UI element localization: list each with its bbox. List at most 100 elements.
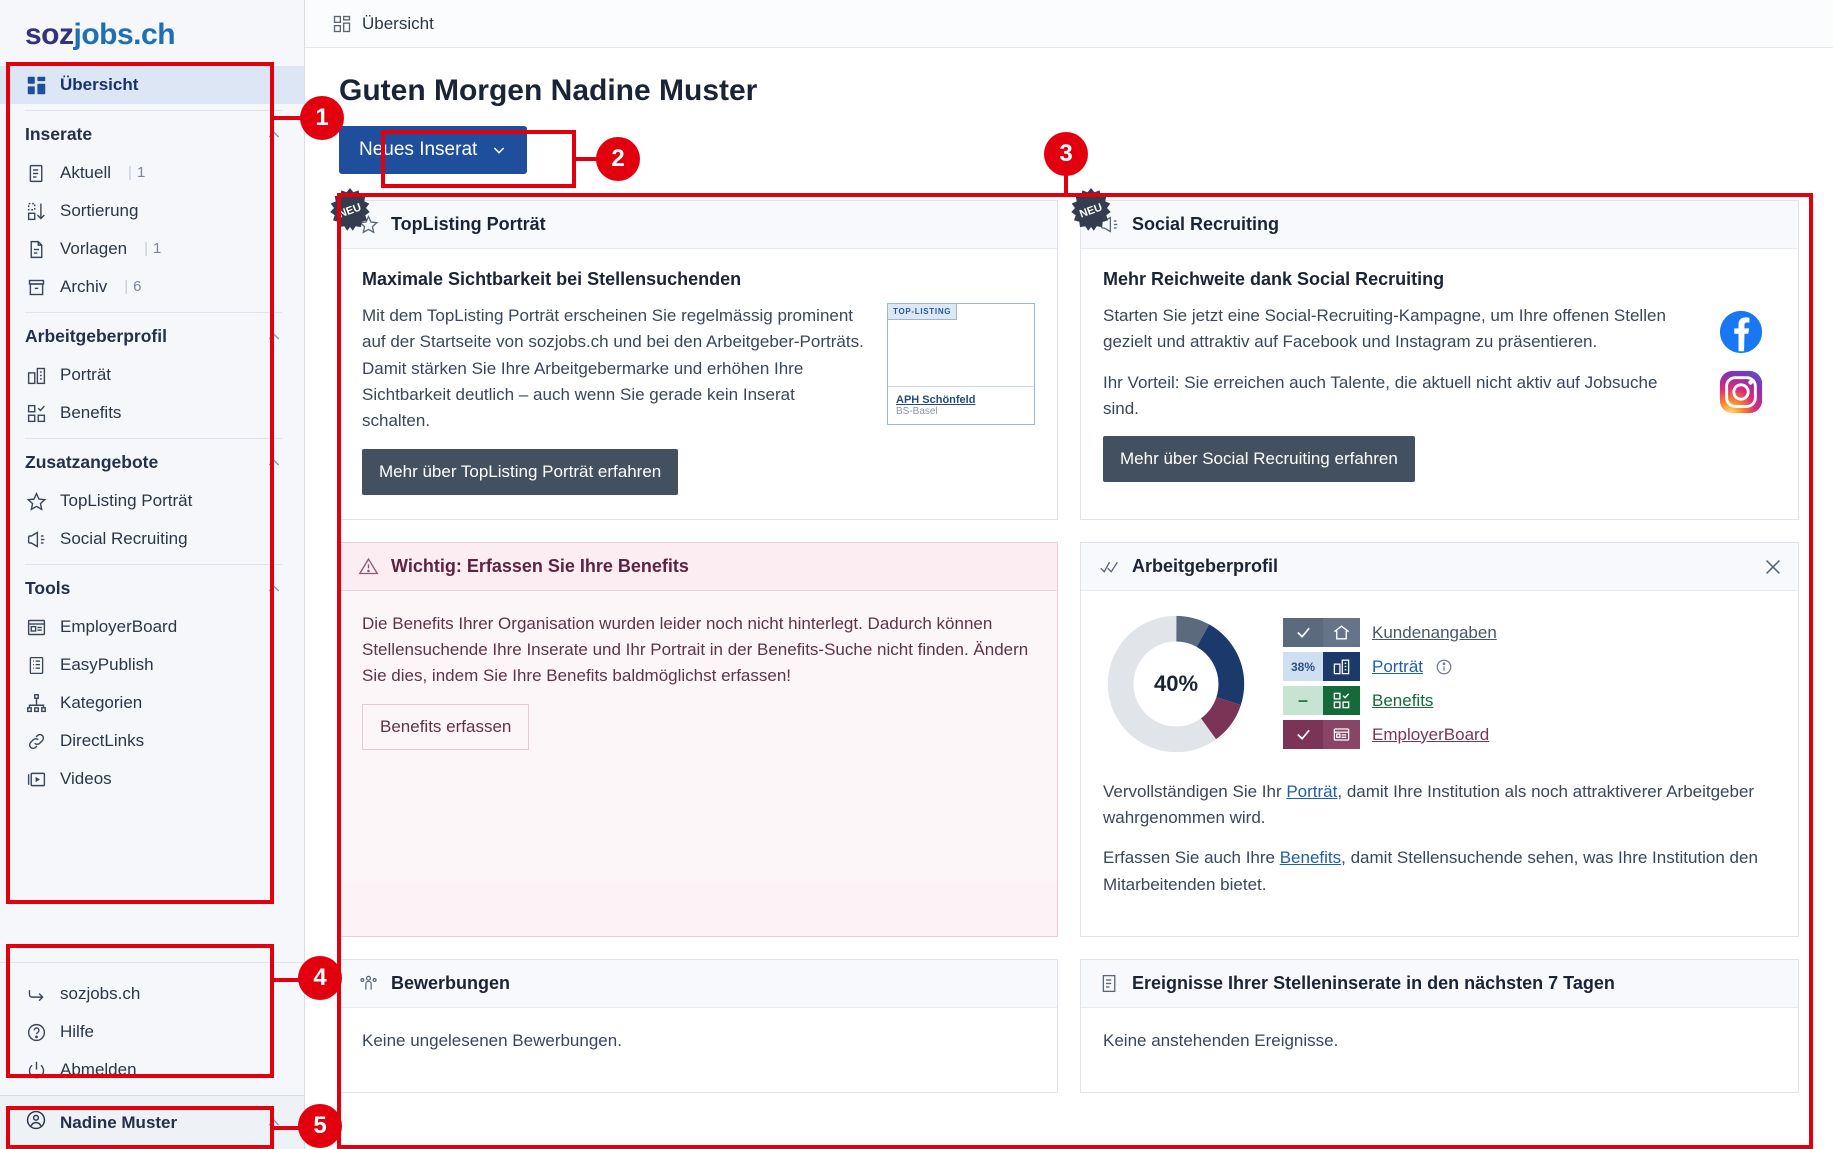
sidebar-item-label: Sortierung [60, 200, 139, 220]
toplisting-preview[interactable]: TOP-LISTING APH Schönfeld BS-Basel [887, 303, 1035, 425]
facebook-icon[interactable] [1718, 309, 1776, 355]
power-icon [25, 1059, 47, 1081]
card-paragraph-2: Ihr Vorteil: Sie erreichen auch Talente,… [1103, 372, 1658, 419]
star-icon [358, 214, 379, 235]
sidebar-group-inserate[interactable]: Inserate [0, 113, 304, 154]
sidebar-group-arbeitgeberprofil[interactable]: Arbeitgeberprofil [0, 315, 304, 356]
toplisting-preview-tag: TOP-LISTING [887, 303, 958, 320]
sidebar-divider [25, 312, 282, 313]
close-icon[interactable] [1762, 556, 1784, 578]
card-title: Bewerbungen [391, 973, 511, 994]
archive-icon [25, 276, 47, 298]
legend-row-kundenangaben[interactable]: Kundenangaben [1283, 618, 1497, 648]
sidebar-item-aktuell[interactable]: Aktuell 1 [0, 154, 304, 192]
card-paragraph-1: Starten Sie jetzt eine Social-Recruiting… [1103, 306, 1666, 352]
annotation-line-4 [272, 978, 302, 982]
profile-text-2: Erfassen Sie auch Ihre Benefits, damit S… [1103, 845, 1776, 898]
legend-row-benefits[interactable]: – Benefits [1283, 686, 1497, 716]
sidebar-item-label: DirectLinks [60, 730, 145, 750]
sidebar-item-label: Archiv [60, 276, 108, 296]
link-icon [25, 730, 47, 752]
portraet-link[interactable]: Porträt [1286, 781, 1338, 801]
annotation-line-5 [272, 1126, 302, 1130]
sidebar-item-benefits[interactable]: Benefits [0, 394, 304, 432]
text-after: , damit Ihre Institution als noch attrak… [1103, 781, 1755, 828]
card-benefits-warning: Wichtig: Erfassen Sie Ihre Benefits Die … [339, 541, 1058, 938]
status-chip: 38% [1283, 652, 1360, 682]
card-paragraph: Die Benefits Ihrer Organisation wurden l… [362, 613, 1029, 686]
sidebar-group-label: Zusatzangebote [25, 452, 159, 472]
sidebar-group-label: Inserate [25, 124, 93, 144]
sidebar-item-vorlagen[interactable]: Vorlagen 1 [0, 230, 304, 268]
hierarchy-icon [25, 692, 47, 714]
text-after: , damit Stellensuchende sehen, was Ihre … [1103, 848, 1758, 894]
annotation-bubble-4: 4 [298, 956, 342, 1000]
sidebar-item-toplisting-portraet[interactable]: TopListing Porträt [0, 482, 304, 520]
legend-label[interactable]: Porträt [1372, 656, 1424, 676]
sidebar-item-label: Abmelden [60, 1059, 137, 1079]
card-body: Mehr Reichweite dank Social Recruiting S… [1081, 249, 1798, 506]
card-subtitle: Mehr Reichweite dank Social Recruiting [1103, 269, 1445, 289]
sidebar-group-tools[interactable]: Tools [0, 567, 304, 608]
legend-label[interactable]: Benefits [1372, 690, 1434, 710]
sidebar-item-easypublish[interactable]: EasyPublish [0, 646, 304, 684]
instagram-icon[interactable] [1718, 369, 1776, 415]
logo[interactable]: sozjobs.ch [0, 0, 304, 66]
legend-row-portraet[interactable]: 38% Porträt [1283, 652, 1497, 682]
card-title: Social Recruiting [1132, 214, 1280, 234]
sidebar-group-zusatzangebote[interactable]: Zusatzangebote [0, 441, 304, 482]
card-body: 40% Kundenangaben [1081, 591, 1798, 936]
card-body: Keine ungelesenen Bewerbungen. [340, 1008, 1057, 1092]
card-social-recruiting: NEU Social Recruiting Mehr Reichweite da… [1071, 188, 1799, 520]
chevron-up-icon [268, 458, 280, 465]
sidebar-item-label: Aktuell [60, 162, 112, 182]
legend-label[interactable]: Kundenangaben [1372, 622, 1497, 642]
sidebar-item-directlinks[interactable]: DirectLinks [0, 722, 304, 760]
sidebar-user-menu[interactable]: Nadine Muster [0, 1095, 304, 1149]
sidebar-item-portraet[interactable]: Porträt [0, 356, 304, 394]
sidebar-item-sozjobs[interactable]: sozjobs.ch [0, 975, 304, 1013]
chevron-up-icon [268, 584, 280, 591]
dash-badge: – [1283, 686, 1323, 716]
legend-label[interactable]: EmployerBoard [1372, 724, 1490, 744]
annotation-bubble-2: 2 [596, 137, 640, 181]
question-circle-icon [25, 1021, 47, 1043]
sidebar-item-videos[interactable]: Videos [0, 760, 304, 798]
card-header: Social Recruiting [1081, 201, 1798, 249]
sidebar-item-label: Übersicht [60, 74, 139, 94]
social-learn-more-button[interactable]: Mehr über Social Recruiting erfahren [1103, 436, 1415, 483]
sidebar-user-label: Nadine Muster [60, 1112, 178, 1132]
sidebar-item-uebersicht[interactable]: Übersicht [0, 66, 304, 104]
megaphone-icon [25, 528, 47, 550]
annotation-line-3 [1064, 165, 1068, 197]
info-icon[interactable] [1435, 658, 1453, 676]
sidebar-item-kategorien[interactable]: Kategorien [0, 684, 304, 722]
annotation-bubble-5: 5 [298, 1104, 342, 1148]
neu-badge: NEU [326, 187, 374, 235]
toplisting-learn-more-button[interactable]: Mehr über TopListing Porträt erfahren [362, 448, 679, 495]
benefits-capture-button[interactable]: Benefits erfassen [362, 703, 530, 750]
benefits-link[interactable]: Benefits [1279, 848, 1342, 868]
sidebar-item-abmelden[interactable]: Abmelden [0, 1051, 304, 1089]
toplisting-preview-name: APH Schönfeld [896, 394, 976, 406]
chevron-up-icon [268, 332, 280, 339]
sidebar-item-employerboard[interactable]: EmployerBoard [0, 608, 304, 646]
sidebar-item-hilfe[interactable]: Hilfe [0, 1013, 304, 1051]
sidebar-item-social-recruiting[interactable]: Social Recruiting [0, 520, 304, 558]
sidebar-divider [25, 438, 282, 439]
documents-icon [25, 162, 47, 184]
neu-badge: NEU [1067, 187, 1115, 235]
sidebar-item-label: Porträt [60, 364, 112, 384]
card-title: Ereignisse Ihrer Stelleninserate in den … [1132, 973, 1615, 994]
legend-row-employerboard[interactable]: EmployerBoard [1283, 720, 1497, 750]
breadcrumb-label[interactable]: Übersicht [362, 13, 434, 33]
sidebar-item-label: Videos [60, 768, 112, 788]
logo-part-1: soz [25, 18, 74, 51]
sidebar-item-archiv[interactable]: Archiv 6 [0, 268, 304, 306]
people-icon [358, 973, 379, 994]
sidebar-item-sortierung[interactable]: Sortierung [0, 192, 304, 230]
user-circle-icon [25, 1109, 47, 1136]
new-ad-button[interactable]: Neues Inserat [339, 126, 528, 174]
card-employer-profile: Arbeitgeberprofil 40% [1080, 541, 1799, 938]
sidebar-item-label: Social Recruiting [60, 528, 188, 548]
